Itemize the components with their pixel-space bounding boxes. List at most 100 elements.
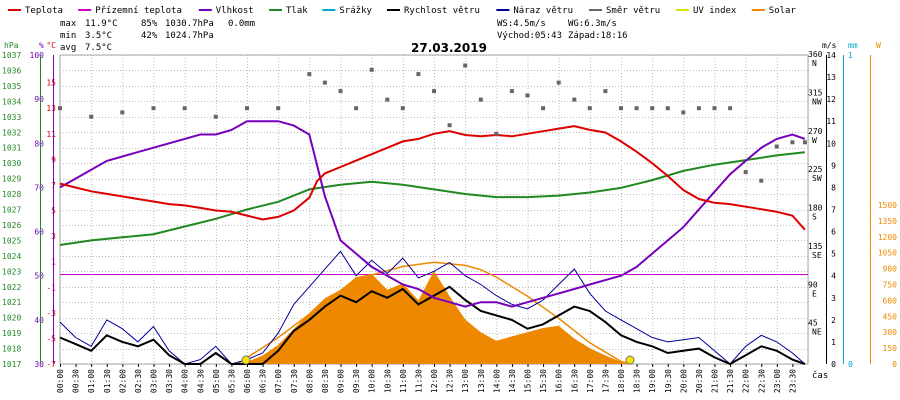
x-tick-label-35: 17:30 <box>601 369 610 393</box>
tick-humidity-2: 80 <box>34 139 44 148</box>
tick-wind-speed-14: 0 <box>831 360 836 369</box>
x-tick-label-45: 22:30 <box>757 369 766 393</box>
stat-max-press: 1030.7hPa <box>165 19 214 29</box>
tick-direction-deg-4: 180 <box>808 204 823 213</box>
x-tick-label-0: 00:00 <box>56 369 65 393</box>
x-tick-label-20: 10:00 <box>368 369 377 393</box>
tick-direction-deg-2: 270 <box>808 127 823 136</box>
x-tick-label-4: 02:00 <box>118 369 127 393</box>
legend-label-5: Rychlost větru <box>404 6 480 16</box>
tick-direction-name-4: S <box>812 213 817 222</box>
direction-point-28 <box>619 106 623 111</box>
series-temperature-line <box>59 125 806 231</box>
legend-label-8: UV index <box>693 6 737 16</box>
legend-label-0: Teplota <box>25 6 63 16</box>
direction-point-40 <box>802 140 807 145</box>
direction-point-10 <box>338 89 343 94</box>
tick-pressure-8: 1029 <box>2 175 21 184</box>
direction-point-8 <box>307 72 312 77</box>
tick-wind-speed-0: 14 <box>826 51 836 60</box>
tick-pressure-13: 1024 <box>2 252 21 261</box>
x-tick-label-44: 22:00 <box>742 369 751 393</box>
stat-min-label: min <box>60 31 76 41</box>
tick-pressure-17: 1020 <box>2 314 21 323</box>
x-tick-label-5: 02:30 <box>134 369 143 393</box>
x-tick-label-28: 14:00 <box>492 369 501 393</box>
tick-wind-speed-10: 4 <box>831 272 836 281</box>
x-tick-label-13: 06:30 <box>259 369 268 393</box>
wind-speed-info: WS:4.5m/s <box>497 19 546 29</box>
stat-max-label: max <box>60 19 77 29</box>
stat-min-press: 1024.7hPa <box>165 31 214 41</box>
x-tick-label-23: 11:30 <box>414 369 423 393</box>
direction-point-30 <box>650 106 655 111</box>
stat-avg-temp: 7.5°C <box>85 43 112 53</box>
x-tick-label-39: 19:30 <box>664 369 673 393</box>
direction-point-23 <box>541 106 546 111</box>
sunrise-info: Východ:05:43 <box>497 31 562 41</box>
tick-humidity-7: 30 <box>34 360 44 369</box>
legend-label-7: Směr větru <box>606 6 660 16</box>
sunset-marker <box>625 355 635 365</box>
tick-pressure-20: 1017 <box>2 360 21 369</box>
tick-direction-deg-6: 90 <box>808 280 818 289</box>
tick-direction-name-3: SW <box>812 174 822 183</box>
tick-direction-deg-3: 225 <box>808 165 823 174</box>
wind-gust-info: WG:6.3m/s <box>568 19 617 29</box>
x-tick-label-17: 08:30 <box>321 369 330 393</box>
tick-solar-6: 600 <box>883 296 898 305</box>
x-tick-label-12: 06:00 <box>243 369 252 393</box>
tick-wind-speed-12: 2 <box>831 316 836 325</box>
tick-direction-name-5: SE <box>812 251 822 260</box>
direction-point-12 <box>369 67 374 72</box>
stat-avg-label: avg <box>60 43 76 53</box>
tick-pressure-12: 1025 <box>2 236 21 245</box>
direction-point-35 <box>728 106 733 111</box>
tick-humidity-0: 100 <box>30 51 45 60</box>
direction-point-27 <box>603 89 608 94</box>
direction-point-32 <box>681 110 686 115</box>
x-tick-label-8: 04:00 <box>181 369 190 393</box>
x-tick-label-29: 14:30 <box>508 369 517 393</box>
tick-direction-name-6: E <box>812 289 817 298</box>
direction-point-36 <box>743 170 748 175</box>
sunrise-marker <box>241 355 251 365</box>
tick-solar-3: 1050 <box>878 249 897 258</box>
direction-point-9 <box>322 80 327 85</box>
direction-point-22 <box>525 93 530 98</box>
x-tick-label-47: 23:30 <box>788 369 797 393</box>
direction-point-19 <box>478 97 483 102</box>
tick-temperature-2: 11 <box>46 130 56 139</box>
x-tick-label-41: 20:30 <box>695 369 704 393</box>
x-tick-label-24: 12:00 <box>430 369 439 393</box>
direction-point-16 <box>432 89 436 94</box>
tick-wind-speed-7: 7 <box>831 206 836 215</box>
axis-unit-temperature: °C <box>46 41 56 50</box>
x-axis-label: čas <box>812 370 828 381</box>
tick-wind-speed-2: 12 <box>826 95 836 104</box>
tick-pressure-3: 1034 <box>2 97 21 106</box>
series-pressure-line <box>59 151 806 246</box>
legend-label-6: Náraz větru <box>513 6 573 16</box>
stat-min-temp: 3.5°C <box>85 31 112 41</box>
direction-point-21 <box>509 89 514 94</box>
tick-wind-speed-6: 8 <box>831 183 836 192</box>
direction-point-39 <box>790 140 795 145</box>
tick-humidity-6: 40 <box>34 316 44 325</box>
direction-point-7 <box>276 106 281 111</box>
direction-point-3 <box>151 106 156 111</box>
x-tick-label-1: 00:30 <box>72 369 81 393</box>
x-tick-label-43: 21:30 <box>726 369 735 393</box>
direction-point-13 <box>385 97 390 102</box>
tick-wind-speed-13: 1 <box>831 338 836 347</box>
tick-solar-0: 1500 <box>878 201 897 210</box>
tick-direction-name-0: N <box>812 59 817 68</box>
direction-point-4 <box>182 106 187 111</box>
direction-point-5 <box>213 114 218 119</box>
tick-wind-speed-9: 5 <box>831 250 836 259</box>
tick-direction-name-2: W <box>812 136 817 145</box>
tick-pressure-4: 1033 <box>2 113 21 122</box>
tick-temperature-9: -3 <box>46 309 56 318</box>
direction-point-15 <box>416 72 421 77</box>
tick-humidity-4: 60 <box>34 228 44 237</box>
